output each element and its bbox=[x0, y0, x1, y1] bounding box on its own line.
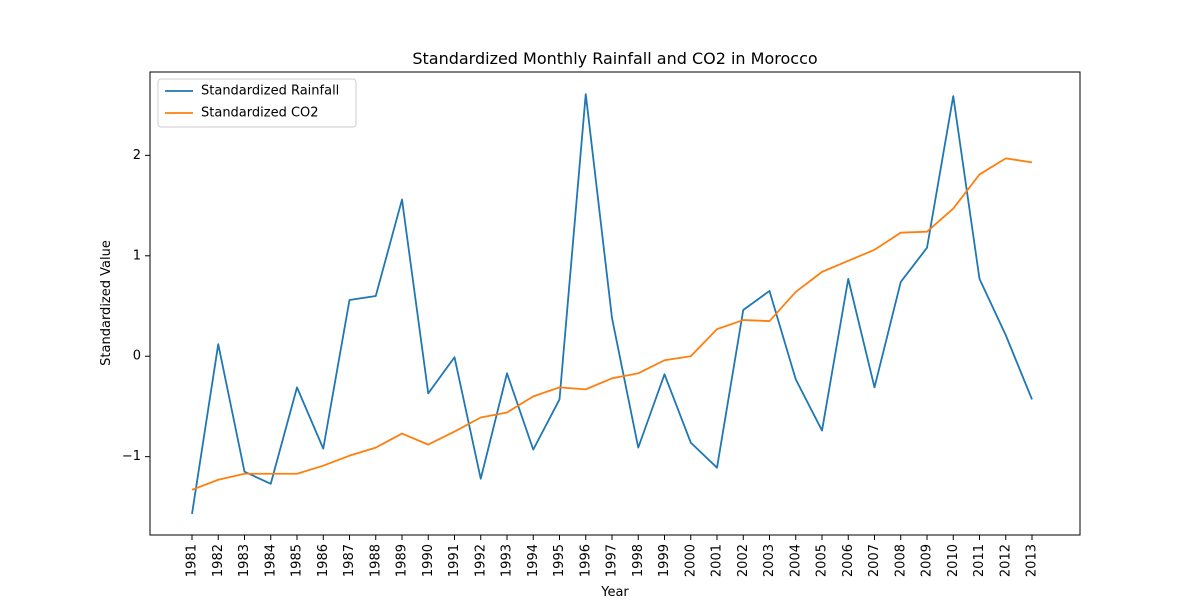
legend-label-1: Standardized Rainfall bbox=[201, 84, 339, 99]
x-tick-label: 1991 bbox=[447, 544, 462, 577]
y-tick-label: 2 bbox=[133, 148, 141, 163]
x-tick-label: 2004 bbox=[788, 544, 803, 577]
x-tick-label: 2002 bbox=[736, 544, 751, 577]
series-line-1 bbox=[191, 93, 1033, 515]
plot-frame bbox=[149, 71, 1081, 536]
y-tick-label: −1 bbox=[122, 449, 141, 464]
x-tick-label: 1988 bbox=[368, 544, 383, 577]
series-line-2 bbox=[191, 157, 1033, 491]
x-tick-label: 2008 bbox=[893, 544, 908, 577]
x-tick-label: 2003 bbox=[762, 544, 777, 577]
x-tick-label: 1984 bbox=[263, 544, 278, 577]
x-tick-label: 2012 bbox=[998, 544, 1013, 577]
y-tick-label: 0 bbox=[133, 349, 141, 364]
x-tick-label: 2011 bbox=[972, 544, 987, 577]
plot-area bbox=[149, 71, 1081, 536]
x-tick-label: 2010 bbox=[946, 544, 961, 577]
x-tick-label: 1989 bbox=[395, 544, 410, 577]
x-tick-label: 2009 bbox=[920, 544, 935, 577]
x-axis: 1981 1982 1983 1984 1985 1986 1987 1988 1989 1990… bbox=[185, 535, 1040, 577]
x-tick-label: 1994 bbox=[526, 544, 541, 577]
x-tick-label: 2000 bbox=[683, 544, 698, 577]
x-tick-label: 1996 bbox=[578, 544, 593, 577]
x-tick-label: 1990 bbox=[421, 544, 436, 577]
x-axis-label: Year bbox=[600, 585, 629, 600]
x-tick-label: 1987 bbox=[342, 544, 357, 577]
x-tick-label: 2001 bbox=[710, 544, 725, 577]
x-tick-label: 1985 bbox=[290, 544, 305, 577]
legend: Standardized Rainfall Standardized CO2 bbox=[157, 78, 357, 128]
x-tick-label: 1995 bbox=[552, 544, 567, 577]
x-tick-label: 1981 bbox=[185, 544, 200, 577]
x-tick-label: 1982 bbox=[211, 544, 226, 577]
x-tick-label: 1999 bbox=[657, 544, 672, 577]
x-tick-label: 1998 bbox=[631, 544, 646, 577]
x-tick-label: 1993 bbox=[500, 544, 515, 577]
y-tick-label: 1 bbox=[133, 248, 141, 263]
y-axis-label: Standardized Value bbox=[99, 240, 114, 366]
x-tick-label: 1992 bbox=[473, 544, 488, 577]
x-tick-label: 1997 bbox=[605, 544, 620, 577]
x-tick-label: 2007 bbox=[867, 544, 882, 577]
x-tick-label: 2013 bbox=[1025, 544, 1040, 577]
legend-box bbox=[157, 78, 357, 128]
chart-title: Standardized Monthly Rainfall and CO2 in… bbox=[412, 49, 817, 68]
x-tick-label: 2005 bbox=[815, 544, 830, 577]
legend-label-2: Standardized CO2 bbox=[201, 106, 319, 121]
y-axis: −1 0 1 2 bbox=[122, 148, 150, 464]
x-tick-label: 1986 bbox=[316, 544, 331, 577]
x-tick-label: 1983 bbox=[237, 544, 252, 577]
x-tick-label: 2006 bbox=[841, 544, 856, 577]
